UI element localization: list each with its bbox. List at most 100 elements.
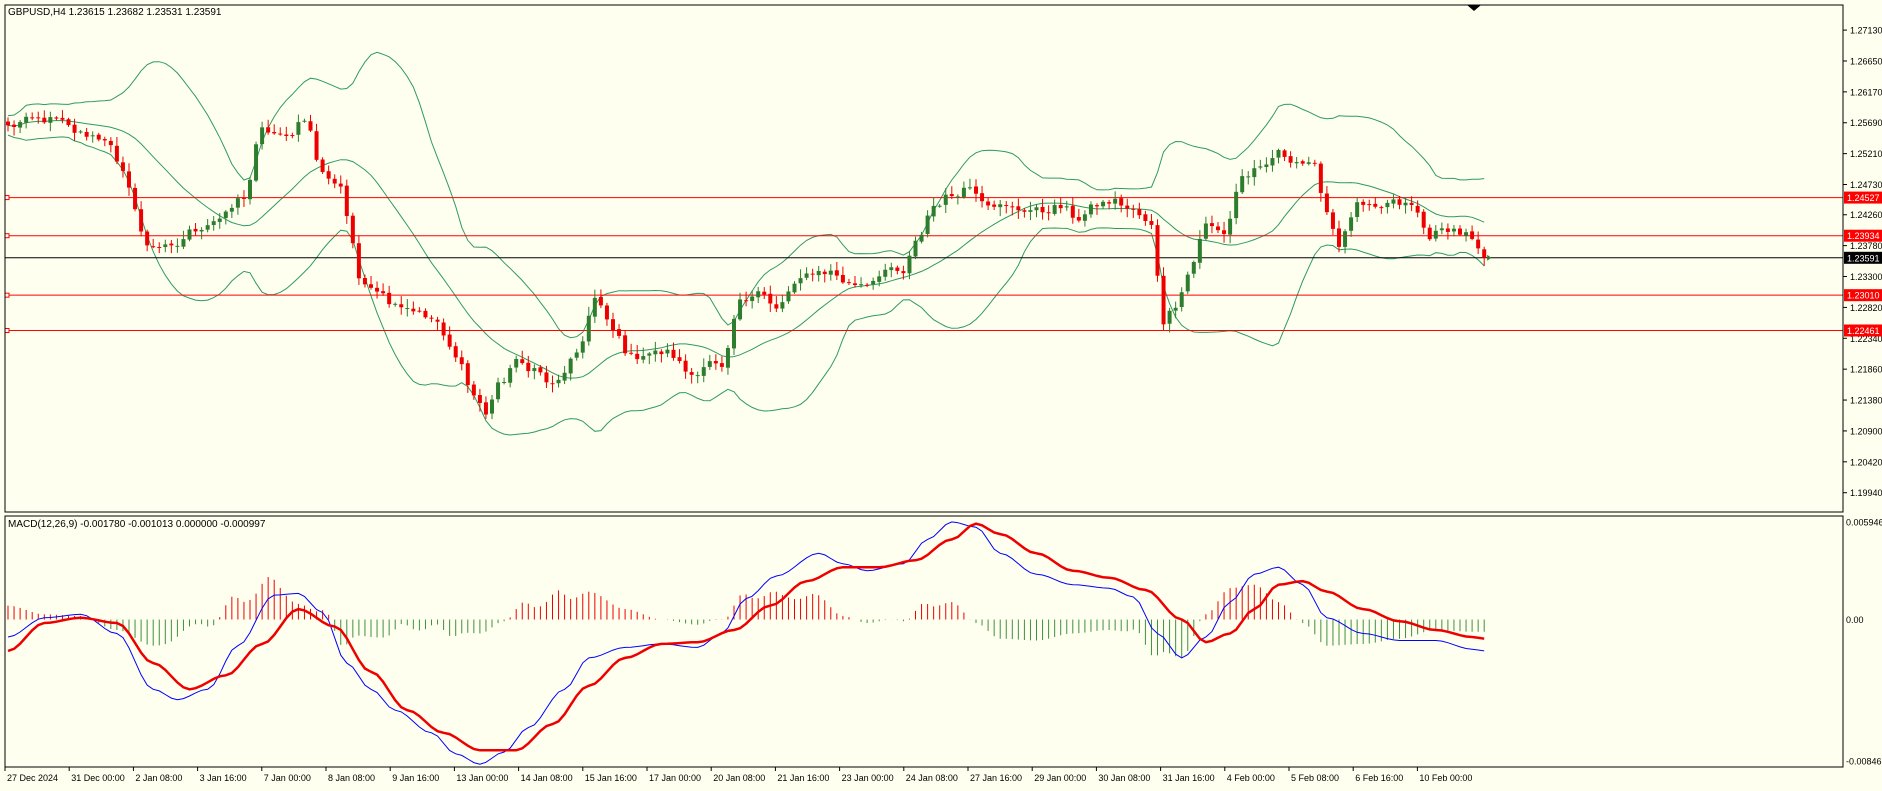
candle [133, 183, 138, 212]
horizontal-line-handle[interactable] [4, 292, 10, 298]
candle [108, 137, 113, 153]
candle-body [169, 243, 174, 246]
candle-body [713, 360, 718, 364]
candle [1367, 199, 1372, 211]
time-axis[interactable]: 27 Dec 2024 31 Dec 00:00 2 Jan 08:00 3 Jan … [4, 767, 1472, 783]
candle-body [1058, 204, 1063, 209]
candle-body [1343, 231, 1348, 247]
signal-line [7, 522, 1485, 752]
candle [883, 263, 888, 281]
candle [756, 286, 761, 304]
candle [320, 157, 325, 174]
candle [441, 318, 446, 341]
candle-body [1312, 162, 1317, 164]
price-panel: 1.27130 1.26650 1.26170 1.25690 1.25210 1.247… [4, 4, 1882, 513]
candle-body [248, 179, 252, 200]
candle [1445, 223, 1450, 240]
candle-body [1409, 202, 1414, 205]
candle [350, 212, 355, 249]
candle-body [604, 305, 609, 320]
shift-marker-icon[interactable] [1467, 5, 1481, 11]
candle-body [1070, 205, 1075, 218]
horizontal-line-handle[interactable] [4, 233, 10, 239]
macd-axis[interactable]: 0.005946 0.00 -0.00846 [1846, 518, 1882, 767]
candle-body [792, 283, 797, 293]
candle [496, 377, 501, 403]
candle [828, 264, 833, 281]
candle-body [883, 269, 888, 277]
time-tick-label: 13 Jan 00:00 [456, 773, 508, 783]
candle-body [967, 187, 972, 189]
candle-body [635, 353, 640, 360]
candle [1379, 205, 1384, 214]
candle-body [853, 283, 857, 286]
candle [102, 136, 107, 147]
candle [1167, 307, 1172, 333]
price-tag-label: 1.24527 [1847, 193, 1880, 203]
candle-body [108, 140, 113, 146]
candle [84, 127, 89, 141]
candle-body [725, 347, 730, 368]
candle-body [1306, 162, 1311, 164]
horizontal-line-handle[interactable] [4, 195, 10, 201]
candle [532, 364, 537, 380]
candle [1161, 267, 1166, 331]
candle-body [840, 275, 845, 283]
candle-body [865, 284, 870, 286]
candle [1415, 200, 1420, 218]
candle [1203, 216, 1208, 241]
candle [732, 314, 736, 355]
candle-body [296, 122, 301, 135]
price-tick-label: 1.26650 [1850, 56, 1882, 66]
candle-body [30, 117, 35, 119]
candle-body [1052, 205, 1057, 214]
candle [66, 117, 71, 127]
candle [453, 342, 458, 362]
candle-body [1010, 206, 1015, 208]
candle [804, 267, 809, 281]
candle-body [1125, 205, 1130, 209]
candle-body [1476, 239, 1481, 249]
candle-body [326, 171, 331, 179]
candle-body [411, 308, 416, 312]
candle-body [1016, 206, 1021, 211]
price-tags: 1.24527 1.23934 1.23010 1.22461 1.23591 [1844, 191, 1882, 337]
candle [840, 266, 845, 284]
candle-body [260, 127, 265, 145]
candle [447, 326, 452, 350]
candle [508, 364, 513, 388]
candle [574, 348, 579, 361]
candle [60, 110, 65, 124]
candle [786, 286, 791, 304]
candle [48, 111, 53, 132]
candle [181, 230, 186, 250]
candle-body [350, 215, 355, 244]
candle [659, 349, 664, 363]
candle-body [526, 362, 531, 372]
current-price-tag [1844, 251, 1882, 264]
candle-body [1451, 228, 1456, 232]
candle [6, 117, 10, 132]
candle [1101, 199, 1106, 209]
candle [780, 295, 785, 313]
candle [592, 289, 597, 323]
candle [387, 285, 392, 308]
candle-body [1464, 232, 1469, 236]
candle-body [1330, 212, 1335, 229]
candle-body [834, 270, 839, 276]
horizontal-line-handle[interactable] [4, 327, 10, 333]
candle-body [332, 178, 337, 184]
price-tag [1844, 229, 1882, 242]
candle-body [24, 116, 29, 123]
candle-body [1252, 168, 1257, 178]
candle-body [1167, 310, 1172, 324]
candle [1222, 221, 1227, 243]
candle-body [423, 310, 428, 318]
candle-body [441, 322, 446, 336]
price-axis[interactable]: 1.27130 1.26650 1.26170 1.25690 1.25210 1.247… [1843, 26, 1882, 499]
candle [562, 365, 567, 385]
candle [623, 330, 628, 356]
candle [1137, 202, 1142, 219]
candle [429, 315, 434, 323]
